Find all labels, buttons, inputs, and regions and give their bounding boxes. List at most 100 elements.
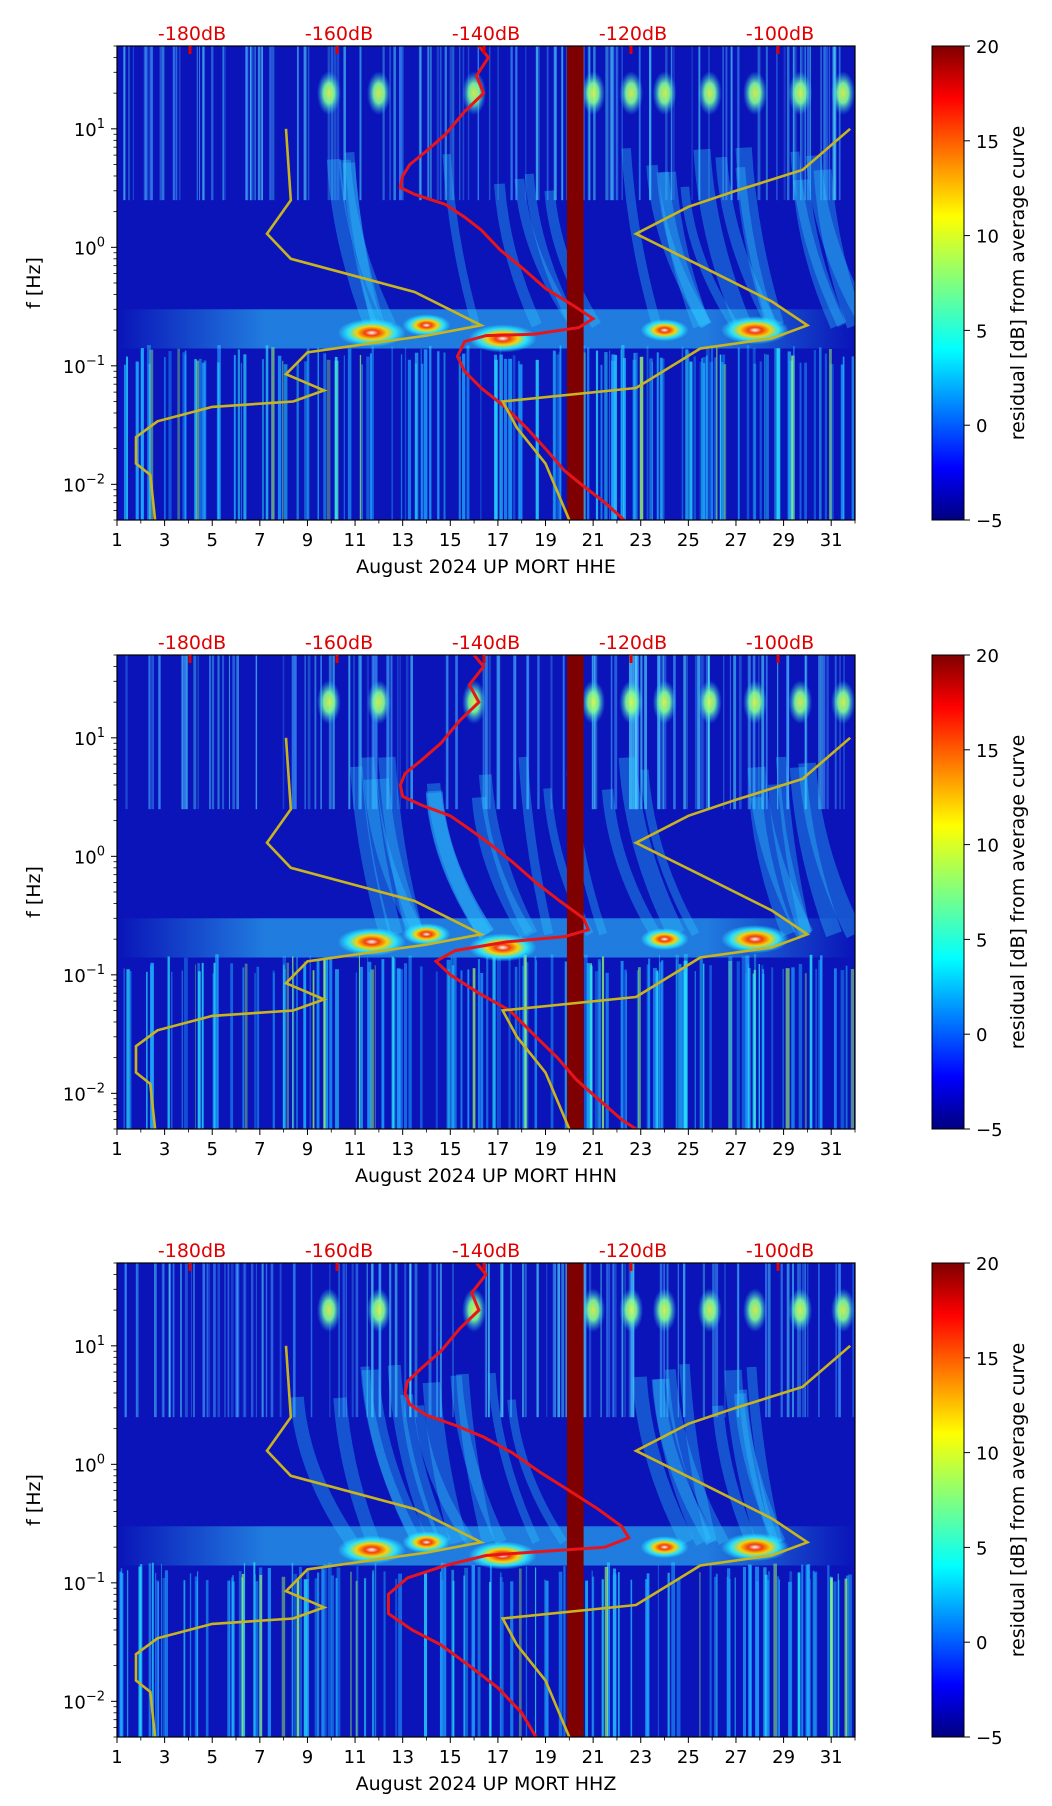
colorbar-tick-label: 15 <box>976 132 999 153</box>
db-scale-label: -100dB <box>746 632 814 654</box>
colorbar-tick-label: 15 <box>976 1349 999 1370</box>
y-tick-label: 10−1 <box>63 1571 105 1595</box>
y-tick-label: 10−1 <box>63 354 105 378</box>
y-tick-label: 101 <box>74 726 105 750</box>
db-scale-label: -120dB <box>599 23 667 45</box>
spectrogram-field <box>117 655 855 1129</box>
y-axis-label: f [Hz] <box>23 1474 45 1526</box>
db-scale-label: -180dB <box>158 632 226 654</box>
x-tick-label: 7 <box>254 530 265 551</box>
db-scale-label: -140dB <box>452 23 520 45</box>
db-scale-label: -100dB <box>746 1240 814 1262</box>
colorbar-tick-label: 20 <box>976 1254 999 1275</box>
x-tick-label: 15 <box>439 1747 462 1768</box>
db-scale-label: -120dB <box>599 1240 667 1262</box>
x-tick-label: 29 <box>772 1139 795 1160</box>
db-scale-label: -160dB <box>305 23 373 45</box>
colorbar-tick-label: 0 <box>976 1633 987 1654</box>
x-tick-label: 31 <box>820 1747 843 1768</box>
x-tick-label: 15 <box>439 530 462 551</box>
x-tick-label: 1 <box>111 1747 122 1768</box>
x-tick-label: 23 <box>629 530 652 551</box>
y-tick-label: 100 <box>74 235 105 259</box>
y-tick-label: 100 <box>74 1452 105 1476</box>
spectrogram-field <box>117 1263 855 1737</box>
x-tick-label: 3 <box>159 1747 170 1768</box>
colorbar-tick-label: 5 <box>976 1538 987 1559</box>
x-tick-label: 9 <box>302 1139 313 1160</box>
x-tick-label: 1 <box>111 1139 122 1160</box>
colorbar: 20 15 10 5 0 −5 residual [dB] from average cur… <box>931 1254 1029 1749</box>
x-tick-label: 21 <box>582 530 605 551</box>
x-tick-label: 3 <box>159 530 170 551</box>
y-tick-label: 10−2 <box>63 472 105 496</box>
spectrogram-panel-3: 1 3 5 7 9 11 13 15 17 19 21 23 25 27 29 3110110010−110−… <box>23 1240 1029 1795</box>
data-gap-column <box>566 655 584 1129</box>
x-tick-label: 9 <box>302 530 313 551</box>
y-tick-label: 100 <box>74 844 105 868</box>
db-scale-label: -120dB <box>599 632 667 654</box>
y-tick-label: 101 <box>74 117 105 141</box>
colorbar-tick-label: −5 <box>976 1728 1003 1749</box>
x-tick-label: 9 <box>302 1747 313 1768</box>
x-tick-label: 5 <box>206 530 217 551</box>
db-scale-label: -100dB <box>746 23 814 45</box>
db-scale-label: -140dB <box>452 632 520 654</box>
x-tick-label: 11 <box>344 1139 367 1160</box>
colorbar-tick-label: −5 <box>976 1120 1003 1141</box>
x-axis-label: August 2024 UP MORT HHZ <box>356 1773 617 1795</box>
x-tick-label: 1 <box>111 530 122 551</box>
y-tick-label: 10−1 <box>63 963 105 987</box>
psd-curve <box>386 1263 632 1737</box>
db-scale-label: -180dB <box>158 1240 226 1262</box>
x-tick-label: 5 <box>206 1139 217 1160</box>
x-tick-label: 17 <box>486 530 509 551</box>
noise-model-curve <box>500 736 852 1129</box>
colorbar: 20 15 10 5 0 −5 residual [dB] from average cur… <box>931 646 1029 1141</box>
db-scale-label: -160dB <box>305 632 373 654</box>
spectrogram-panel-1: 1 3 5 7 9 11 13 15 17 19 21 23 25 27 29 3110110010−110−… <box>23 23 1029 578</box>
colorbar-tick-label: 15 <box>976 741 999 762</box>
x-tick-label: 31 <box>820 530 843 551</box>
y-axis-label: f [Hz] <box>23 866 45 918</box>
x-tick-label: 19 <box>534 1139 557 1160</box>
x-tick-label: 3 <box>159 1139 170 1160</box>
x-tick-label: 25 <box>677 530 700 551</box>
x-tick-label: 21 <box>582 1139 605 1160</box>
x-tick-label: 19 <box>534 1747 557 1768</box>
x-tick-label: 7 <box>254 1747 265 1768</box>
x-tick-label: 13 <box>391 530 414 551</box>
x-tick-label: 7 <box>254 1139 265 1160</box>
colorbar-label: residual [dB] from average curve <box>1007 1343 1029 1658</box>
noise-model-curve <box>500 1344 852 1737</box>
colorbar-tick-label: 0 <box>976 1025 987 1046</box>
x-tick-label: 11 <box>344 530 367 551</box>
colorbar: 20 15 10 5 0 −5 residual [dB] from average cur… <box>931 37 1029 532</box>
x-tick-label: 5 <box>206 1747 217 1768</box>
y-tick-label: 10−2 <box>63 1689 105 1713</box>
spectrogram-field <box>117 46 855 520</box>
x-tick-label: 17 <box>486 1747 509 1768</box>
x-tick-label: 17 <box>486 1139 509 1160</box>
data-gap-column <box>566 46 584 520</box>
x-tick-label: 13 <box>391 1139 414 1160</box>
db-scale-label: -160dB <box>305 1240 373 1262</box>
x-tick-label: 19 <box>534 530 557 551</box>
x-tick-label: 25 <box>677 1139 700 1160</box>
colorbar-tick-label: 10 <box>976 1444 999 1465</box>
y-tick-label: 10−2 <box>63 1081 105 1105</box>
x-tick-label: 13 <box>391 1747 414 1768</box>
colorbar-tick-label: 5 <box>976 321 987 342</box>
psd-curve <box>398 46 626 520</box>
x-tick-label: 27 <box>725 1139 748 1160</box>
colorbar-label: residual [dB] from average curve <box>1007 126 1029 441</box>
x-tick-label: 23 <box>629 1139 652 1160</box>
x-tick-label: 11 <box>344 1747 367 1768</box>
x-tick-label: 21 <box>582 1747 605 1768</box>
y-axis-label: f [Hz] <box>23 257 45 309</box>
noise-model-curve <box>134 128 486 520</box>
colorbar-tick-label: 10 <box>976 227 999 248</box>
colorbar-tick-label: 0 <box>976 416 987 437</box>
x-axis-label: August 2024 UP MORT HHE <box>356 556 616 578</box>
